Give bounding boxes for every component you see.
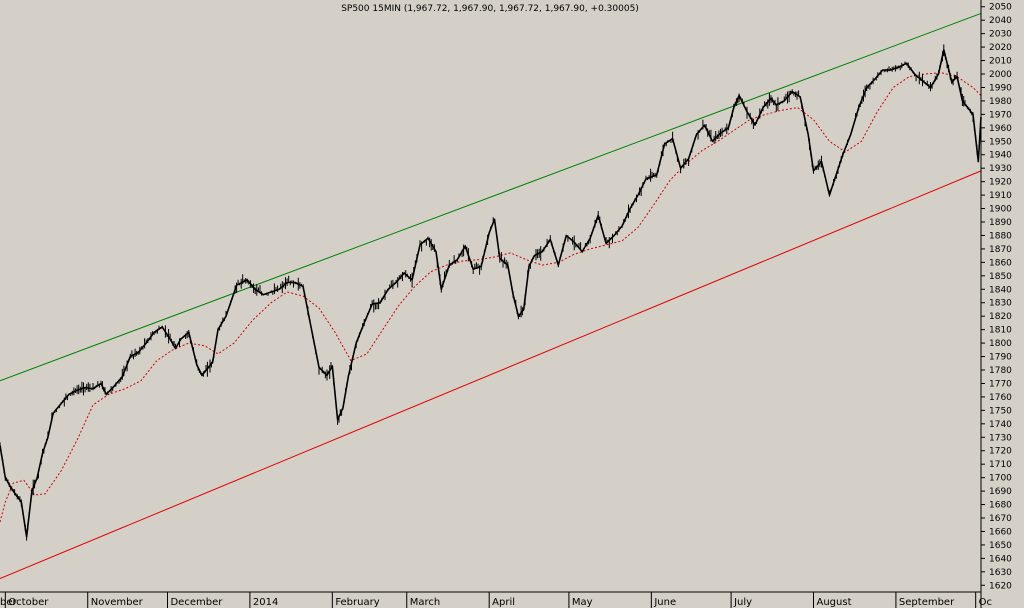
x-tick-label: May (572, 597, 593, 608)
y-tick-label: 1810 (989, 326, 1012, 336)
y-tick-label: 1710 (989, 460, 1012, 470)
lower-channel-line (0, 170, 982, 580)
moving-average-layer (0, 72, 982, 523)
x-tick-label: December (170, 597, 223, 608)
y-tick-label: 1670 (989, 514, 1012, 524)
x-tick-label: Oc (979, 597, 992, 608)
y-tick-label: 1780 (989, 366, 1012, 376)
y-tick-label: 1960 (989, 124, 1012, 134)
y-tick-label: 2020 (989, 43, 1012, 53)
y-tick-label: 1650 (989, 541, 1012, 551)
y-tick-label: 1620 (989, 581, 1012, 591)
y-tick-label: 1820 (989, 312, 1012, 322)
y-tick-label: 1720 (989, 447, 1012, 457)
chart-title: SP500 15MIN (1,967.72, 1,967.90, 1,967.7… (341, 4, 639, 14)
y-tick-label: 1920 (989, 178, 1012, 188)
y-tick-label: 1990 (989, 83, 1012, 93)
y-tick-label: 1690 (989, 487, 1012, 497)
x-tick-label: November (91, 597, 144, 608)
y-tick-label: 2000 (989, 70, 1012, 80)
y-tick-label: 1660 (989, 527, 1012, 537)
y-tick-label: 1730 (989, 433, 1012, 443)
y-tick-label: 1950 (989, 137, 1012, 147)
moving-average-line (0, 72, 982, 523)
y-tick-label: 1890 (989, 218, 1012, 228)
y-tick-label: 1640 (989, 554, 1012, 564)
x-tick-label: June (653, 597, 676, 608)
y-tick-label: 1740 (989, 420, 1012, 430)
x-tick-label: April (492, 597, 515, 608)
price-line (0, 49, 982, 538)
y-tick-label: 1980 (989, 97, 1012, 107)
x-tick-label: August (817, 597, 852, 608)
y-tick-label: 1850 (989, 272, 1012, 282)
x-tick-label: March (410, 597, 440, 608)
y-tick-label: 1930 (989, 164, 1012, 174)
y-tick-label: 1800 (989, 339, 1012, 349)
x-tick-label: September (899, 597, 955, 608)
x-tick-label: July (733, 597, 752, 608)
y-tick-label: 1700 (989, 474, 1012, 484)
y-tick-label: 1940 (989, 151, 1012, 161)
x-tick-label: 2014 (253, 597, 278, 608)
y-tick-label: 1770 (989, 379, 1012, 389)
y-tick-label: 2050 (989, 3, 1012, 13)
x-tick-label: October (8, 597, 49, 608)
y-tick-label: 2040 (989, 16, 1012, 26)
y-tick-label: 1870 (989, 245, 1012, 255)
upper-channel-line (0, 12, 982, 382)
y-tick-label: 2010 (989, 57, 1012, 67)
y-tick-label: 1970 (989, 110, 1012, 120)
y-tick-label: 2030 (989, 30, 1012, 40)
x-tick-label: February (335, 597, 379, 608)
y-tick-label: 1830 (989, 299, 1012, 309)
y-tick-label: 1750 (989, 406, 1012, 416)
price-layer (0, 44, 982, 541)
y-tick-label: 1840 (989, 285, 1012, 295)
channel-lines (0, 12, 982, 580)
x-tick-label: ber (0, 597, 18, 608)
y-tick-label: 1760 (989, 393, 1012, 403)
y-tick-label: 1880 (989, 231, 1012, 241)
y-tick-label: 1900 (989, 205, 1012, 215)
y-tick-label: 1860 (989, 258, 1012, 268)
y-tick-label: 1910 (989, 191, 1012, 201)
price-noise (0, 44, 981, 541)
y-tick-label: 1630 (989, 568, 1012, 578)
y-tick-label: 1680 (989, 501, 1012, 511)
y-tick-label: 1790 (989, 353, 1012, 363)
